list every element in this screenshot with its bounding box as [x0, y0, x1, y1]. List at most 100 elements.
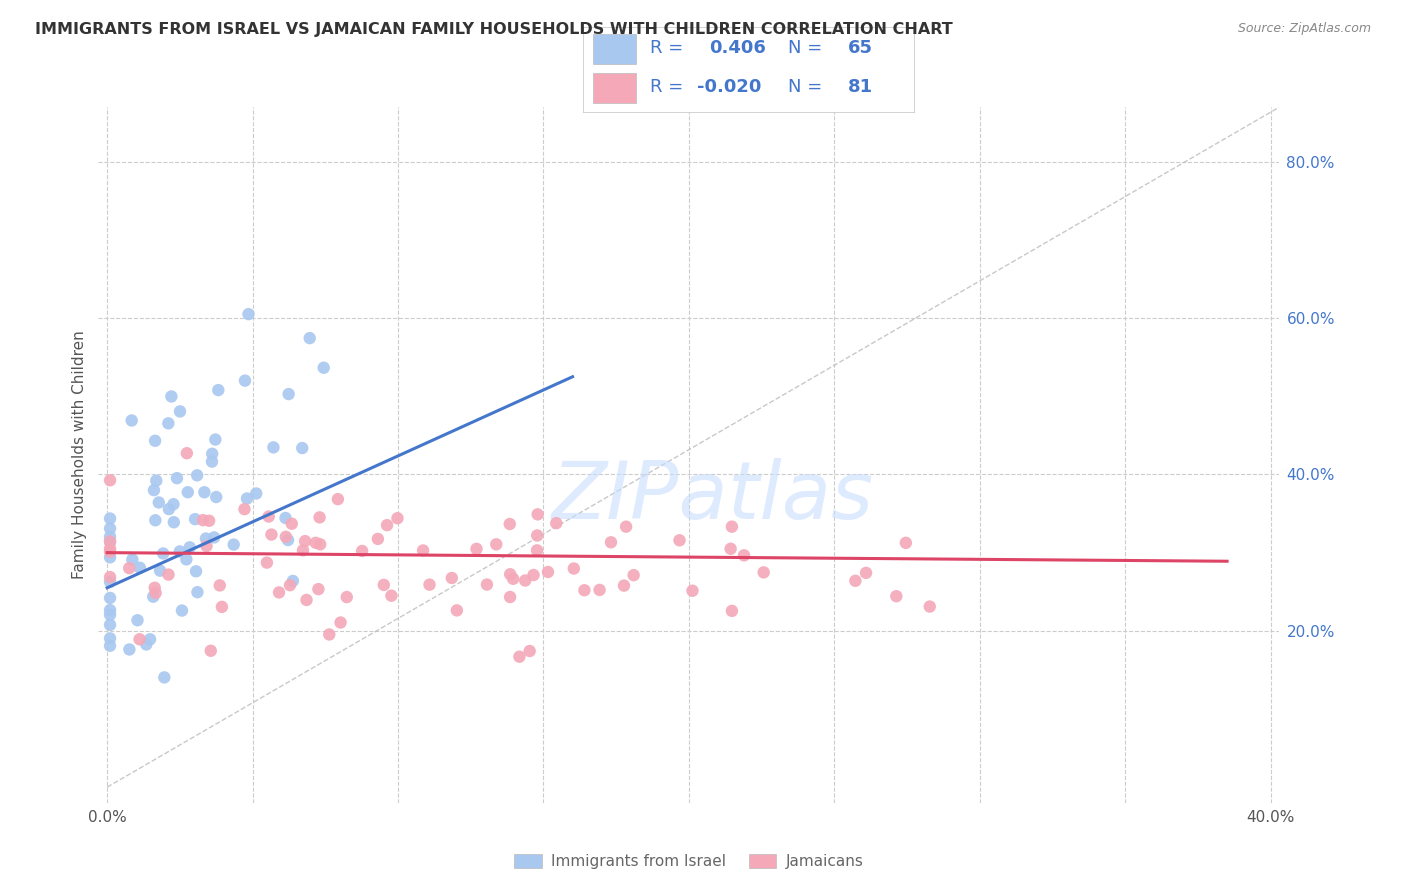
- Point: [562, 561, 585, 575]
- Point: [305, 536, 328, 550]
- Text: 0.406: 0.406: [709, 39, 766, 57]
- Point: [682, 583, 704, 598]
- Point: [135, 637, 157, 651]
- Point: [186, 585, 208, 599]
- Point: [98, 603, 121, 617]
- Point: [720, 541, 742, 556]
- Point: [118, 642, 141, 657]
- Point: [170, 603, 193, 617]
- Point: [205, 490, 228, 504]
- Point: [198, 514, 221, 528]
- Point: [176, 446, 198, 460]
- Point: [918, 599, 941, 614]
- Text: R =: R =: [650, 78, 689, 96]
- Point: [298, 331, 321, 345]
- Text: IMMIGRANTS FROM ISRAEL VS JAMAICAN FAMILY HOUSEHOLDS WITH CHILDREN CORRELATION C: IMMIGRANTS FROM ISRAEL VS JAMAICAN FAMIL…: [35, 22, 953, 37]
- Point: [204, 433, 226, 447]
- Point: [721, 519, 744, 533]
- Point: [233, 502, 256, 516]
- Point: [98, 632, 121, 646]
- Point: [142, 590, 165, 604]
- Point: [177, 485, 200, 500]
- Point: [238, 307, 260, 321]
- Point: [98, 521, 121, 535]
- Point: [157, 567, 180, 582]
- Point: [163, 515, 186, 529]
- Point: [149, 564, 172, 578]
- Text: R =: R =: [650, 39, 695, 57]
- Point: [546, 516, 568, 531]
- Point: [281, 574, 304, 588]
- Point: [485, 537, 508, 551]
- Point: [574, 583, 596, 598]
- Point: [499, 516, 522, 531]
- Point: [166, 471, 188, 485]
- Point: [139, 632, 162, 647]
- Point: [522, 568, 544, 582]
- Text: 65: 65: [848, 39, 873, 57]
- Point: [373, 578, 395, 592]
- Point: [537, 565, 560, 579]
- Point: [375, 518, 398, 533]
- Point: [519, 644, 541, 658]
- Point: [260, 527, 283, 541]
- Point: [142, 483, 165, 498]
- Point: [326, 492, 349, 507]
- Point: [614, 519, 637, 533]
- Point: [153, 670, 176, 684]
- Point: [128, 560, 150, 574]
- Point: [201, 447, 224, 461]
- Point: [121, 413, 143, 427]
- Point: [148, 495, 170, 509]
- Point: [121, 552, 143, 566]
- Point: [98, 541, 121, 556]
- Point: [98, 550, 121, 565]
- Point: [475, 577, 498, 591]
- Text: ZIPatlas: ZIPatlas: [551, 458, 873, 536]
- Point: [98, 473, 121, 487]
- Point: [623, 568, 645, 582]
- Point: [98, 570, 121, 584]
- Point: [201, 454, 224, 468]
- Point: [143, 513, 166, 527]
- Point: [145, 586, 167, 600]
- Point: [465, 541, 488, 556]
- Point: [312, 360, 335, 375]
- Point: [277, 387, 299, 401]
- Point: [278, 578, 301, 592]
- Point: [886, 589, 908, 603]
- Point: [308, 510, 330, 524]
- Point: [256, 556, 278, 570]
- Point: [152, 546, 174, 560]
- Point: [202, 530, 225, 544]
- Point: [291, 441, 314, 455]
- Point: [191, 513, 214, 527]
- Point: [208, 578, 231, 592]
- Point: [418, 577, 440, 591]
- Point: [499, 567, 522, 582]
- Point: [752, 566, 775, 580]
- Point: [387, 511, 409, 525]
- Point: [193, 485, 215, 500]
- Point: [128, 632, 150, 647]
- Point: [526, 528, 548, 542]
- Y-axis label: Family Households with Children: Family Households with Children: [72, 331, 87, 579]
- Point: [281, 516, 304, 531]
- Point: [98, 511, 121, 525]
- Point: [294, 534, 316, 549]
- Point: [222, 538, 245, 552]
- Point: [274, 511, 297, 525]
- Point: [412, 543, 434, 558]
- Point: [318, 627, 340, 641]
- Point: [127, 613, 149, 627]
- Point: [309, 537, 332, 551]
- Point: [157, 417, 180, 431]
- Point: [145, 474, 167, 488]
- Point: [262, 441, 284, 455]
- Point: [668, 533, 690, 548]
- Point: [440, 571, 463, 585]
- Point: [179, 541, 201, 555]
- Point: [184, 512, 207, 526]
- Point: [588, 582, 610, 597]
- Point: [352, 544, 374, 558]
